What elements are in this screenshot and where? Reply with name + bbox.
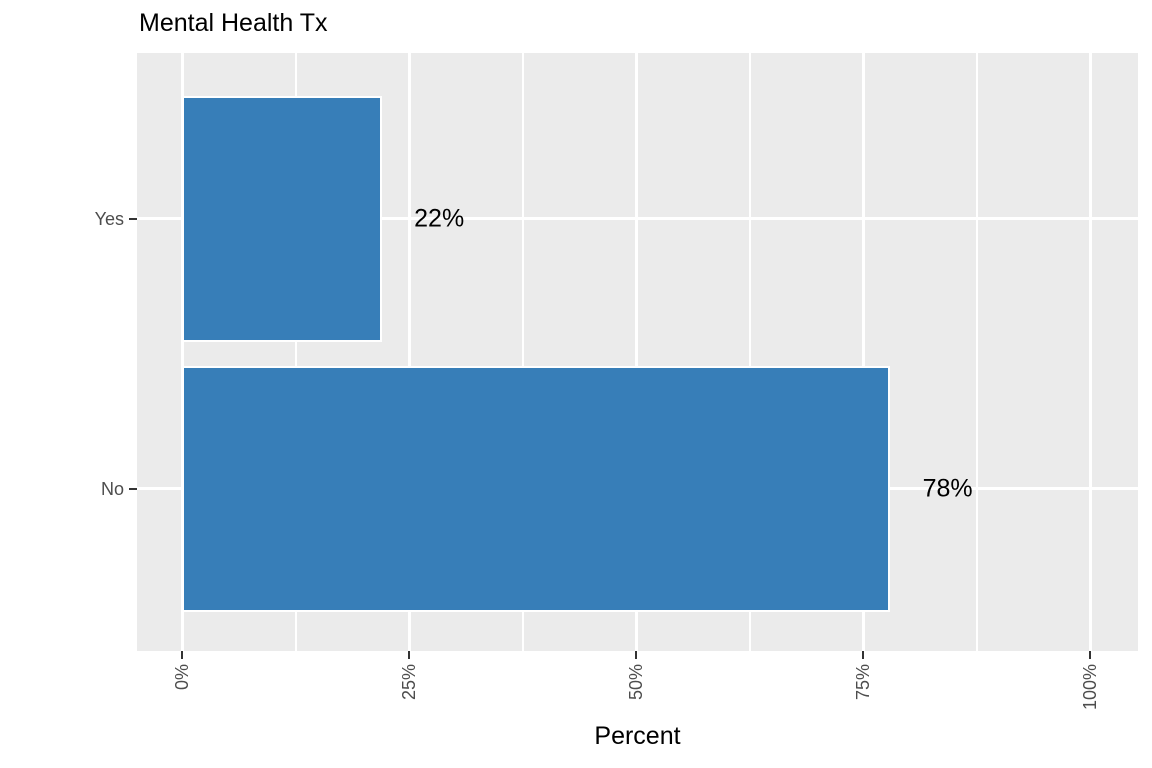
x-axis-tick-label: 0% [172, 664, 193, 691]
x-tick-mark [862, 651, 865, 659]
gridline-major-vertical [635, 53, 638, 651]
y-tick-mark [129, 217, 137, 220]
gridline-major-vertical [181, 53, 184, 651]
plot-panel: 22% 78% [137, 53, 1138, 651]
x-axis-tick-label: 100% [1080, 664, 1101, 711]
chart-title: Mental Health Tx [139, 9, 328, 37]
gridline-major-vertical [1089, 53, 1092, 651]
x-axis-tick-label: 50% [626, 664, 647, 701]
gridline-minor-vertical [749, 53, 751, 651]
gridline-major-vertical [862, 53, 865, 651]
x-tick-mark [408, 651, 411, 659]
bar-no [182, 365, 891, 612]
value-label-yes: 22% [414, 204, 465, 232]
bar-yes [182, 95, 383, 342]
y-tick-mark [129, 487, 137, 490]
y-axis-label-no: No [100, 478, 124, 499]
y-axis-label-yes: Yes [94, 208, 124, 229]
gridline-major-vertical [408, 53, 411, 651]
value-label-no: 78% [922, 474, 973, 502]
x-axis-tick-label: 75% [853, 664, 874, 701]
x-axis-title: Percent [594, 722, 681, 750]
x-tick-mark [1089, 651, 1092, 659]
x-tick-mark [181, 651, 184, 659]
gridline-minor-vertical [295, 53, 297, 651]
gridline-minor-vertical [522, 53, 524, 651]
gridline-minor-vertical [976, 53, 978, 651]
x-tick-mark [635, 651, 638, 659]
x-axis-tick-label: 25% [399, 664, 420, 701]
